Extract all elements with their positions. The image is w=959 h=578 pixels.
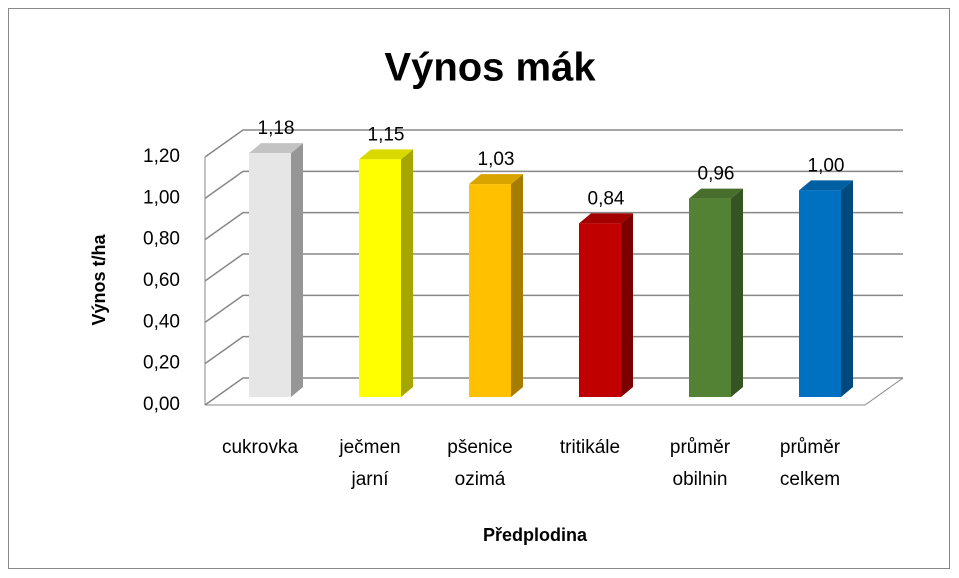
bar-top-shade — [359, 149, 413, 160]
bar — [249, 143, 303, 397]
bar-top-shade — [799, 180, 853, 191]
bar-top — [579, 213, 633, 224]
x-tick-label: ječmen jarní — [339, 437, 401, 490]
bar-top — [359, 149, 413, 160]
bar-side — [291, 143, 303, 397]
bar — [469, 174, 523, 397]
bar-side — [621, 213, 633, 397]
y-tick-label: 1,20 — [143, 146, 180, 167]
bar-side-shade — [621, 213, 633, 397]
bar-side-shade — [841, 180, 853, 397]
bar-top — [689, 188, 743, 199]
y-axis-title: Výnos t/ha — [89, 234, 109, 326]
bar-side — [731, 188, 743, 397]
bar-top-shade — [579, 213, 633, 224]
bar-front — [469, 184, 511, 397]
bar-side-shade — [511, 174, 523, 397]
x-tick-label: průměr celkem — [779, 437, 841, 490]
value-label: 0,84 — [588, 188, 625, 209]
value-label: 1,15 — [368, 124, 405, 145]
y-tick-label: 1,00 — [143, 187, 180, 208]
y-tick-label: 0,80 — [143, 229, 180, 250]
x-tick-label: pšenice ozimá — [447, 437, 513, 490]
grid-line — [204, 253, 903, 282]
bar — [689, 188, 743, 397]
bar-side — [841, 180, 853, 397]
bar-front — [579, 223, 621, 397]
x-tick-label: cukrovka — [221, 437, 299, 458]
bar-front — [799, 190, 841, 397]
bar-side-shade — [401, 149, 413, 397]
chart-title: Výnos mák — [384, 46, 596, 90]
bar-front — [359, 159, 401, 397]
bar — [579, 213, 633, 397]
bar-front — [249, 153, 291, 397]
bar-top — [799, 180, 853, 191]
value-label: 1,03 — [478, 149, 515, 170]
y-tick-label: 0,20 — [143, 353, 180, 374]
bar-top — [469, 174, 523, 185]
grid-line — [204, 211, 903, 241]
value-label: 0,96 — [698, 164, 735, 185]
x-tick-label: tritikále — [559, 437, 621, 458]
bar-top-shade — [689, 188, 743, 199]
bar-top-shade — [469, 174, 523, 185]
value-label: 1,00 — [808, 155, 845, 176]
bar-front — [689, 198, 731, 397]
x-tick-label: průměr obilnin — [669, 437, 731, 490]
bar-side — [511, 174, 523, 397]
grid-line — [204, 377, 903, 406]
bar-side — [401, 149, 413, 397]
value-label: 1,18 — [258, 118, 295, 139]
grid-line — [204, 129, 903, 158]
bar-top — [249, 143, 303, 154]
bar-side-shade — [731, 188, 743, 397]
bar — [359, 149, 413, 397]
bar — [799, 180, 853, 397]
grid-line — [204, 294, 903, 323]
x-axis-title: Předplodina — [483, 525, 588, 545]
bar-side-shade — [291, 143, 303, 397]
floor-line — [205, 377, 904, 406]
grid-line — [204, 170, 903, 199]
y-tick-label: 0,60 — [143, 270, 180, 291]
grid-line — [204, 335, 903, 365]
y-tick-label: 0,00 — [143, 394, 180, 415]
bar-top-shade — [249, 143, 303, 154]
y-tick-label: 0,40 — [143, 311, 180, 332]
